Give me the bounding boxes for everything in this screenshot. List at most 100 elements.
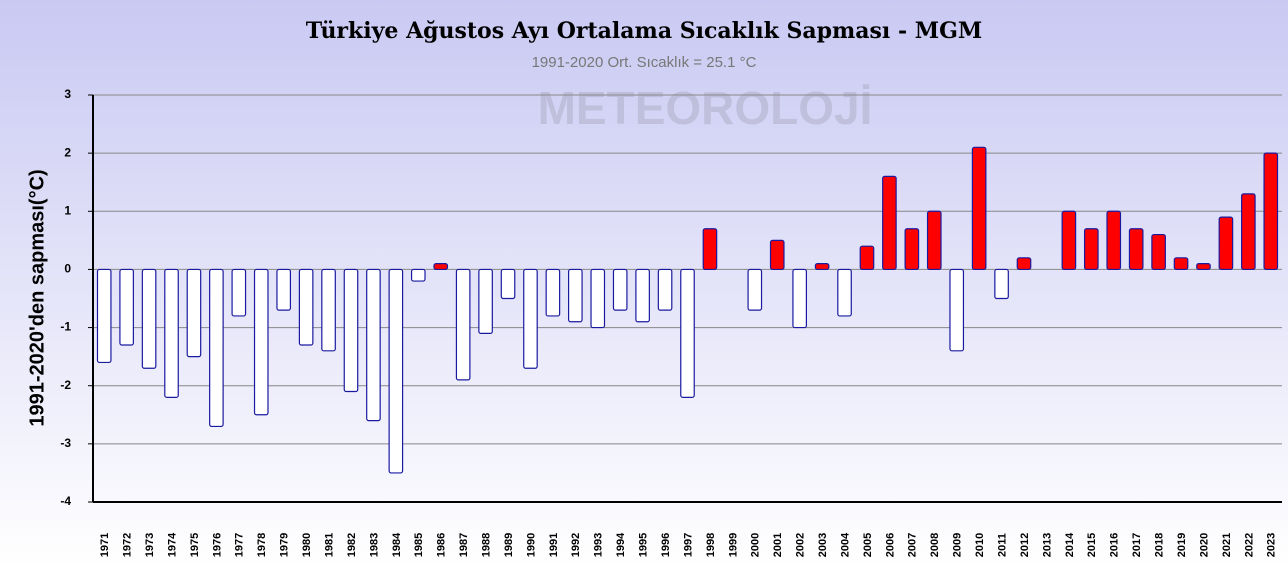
y-tick-label: -3 <box>60 436 71 450</box>
x-tick-label: 2014 <box>1064 532 1076 557</box>
x-tick-label: 1986 <box>436 533 448 557</box>
chart-title: Türkiye Ağustos Ayı Ortalama Sıcaklık Sa… <box>306 18 982 44</box>
bar <box>97 269 110 362</box>
bar <box>793 269 806 327</box>
x-tick-label: 1979 <box>279 533 291 557</box>
x-tick-label: 1972 <box>122 533 134 557</box>
bar <box>569 269 582 321</box>
bar <box>928 211 941 269</box>
bar <box>658 269 671 310</box>
bar <box>255 269 268 414</box>
bar <box>972 147 985 269</box>
bar <box>883 176 896 269</box>
bar <box>546 269 559 316</box>
x-tick-label: 2000 <box>750 533 762 557</box>
bar <box>389 269 402 473</box>
bar <box>1085 229 1098 270</box>
bar <box>1264 153 1277 269</box>
x-tick-label: 1999 <box>727 533 739 557</box>
x-tick-label: 2019 <box>1176 533 1188 557</box>
x-tick-label: 2023 <box>1266 533 1278 557</box>
bar <box>995 269 1008 298</box>
x-tick-label: 1984 <box>391 532 403 557</box>
bar <box>501 269 514 298</box>
bar <box>120 269 133 345</box>
x-tick-label: 1974 <box>166 532 178 557</box>
x-tick-label: 2012 <box>1019 533 1031 557</box>
x-tick-label: 2011 <box>996 533 1008 557</box>
bar <box>277 269 290 310</box>
bar <box>412 269 425 281</box>
y-tick-label: 2 <box>64 145 71 159</box>
bar <box>1129 229 1142 270</box>
bar <box>344 269 357 391</box>
y-tick-label: 1 <box>64 203 71 217</box>
bar <box>905 229 918 270</box>
bar <box>322 269 335 350</box>
x-tick-label: 2009 <box>952 533 964 557</box>
x-tick-label: 1976 <box>211 533 223 557</box>
x-tick-label: 1985 <box>413 533 425 557</box>
bar <box>591 269 604 327</box>
bar <box>165 269 178 397</box>
x-tick-label: 1982 <box>346 533 358 557</box>
x-tick-label: 2005 <box>862 533 874 557</box>
y-axis-label: 1991-2020'den sapması(°C) <box>26 169 48 426</box>
x-tick-label: 2015 <box>1086 533 1098 557</box>
bar <box>434 264 447 270</box>
x-tick-label: 2007 <box>907 533 919 557</box>
x-tick-label: 2021 <box>1221 533 1233 557</box>
bar <box>950 269 963 350</box>
x-tick-label: 2002 <box>795 533 807 557</box>
x-tick-label: 2004 <box>839 532 851 557</box>
x-tick-label: 1971 <box>99 533 111 557</box>
bar <box>838 269 851 316</box>
bar <box>479 269 492 333</box>
bar <box>1107 211 1120 269</box>
x-tick-label: 1994 <box>615 532 627 557</box>
x-tick-label: 2001 <box>772 533 784 557</box>
y-tick-label: -4 <box>60 494 71 508</box>
x-tick-label: 2018 <box>1154 533 1166 557</box>
x-tick-label: 1978 <box>256 533 268 557</box>
bar <box>1062 211 1075 269</box>
x-tick-label: 1981 <box>323 533 335 557</box>
x-tick-label: 1989 <box>503 533 515 557</box>
chart-subtitle: 1991-2020 Ort. Sıcaklık = 25.1 °C <box>532 54 757 71</box>
chart: METEOROLOJİ Türkiye Ağustos Ayı Ortalama… <box>0 0 1288 567</box>
bar <box>1174 258 1187 270</box>
bar <box>815 264 828 270</box>
bar <box>142 269 155 368</box>
bar <box>1152 235 1165 270</box>
bar <box>1219 217 1232 269</box>
bar <box>636 269 649 321</box>
x-tick-label: 2013 <box>1041 533 1053 557</box>
bar <box>210 269 223 426</box>
x-tick-label: 2006 <box>884 533 896 557</box>
x-tick-label: 1995 <box>638 533 650 557</box>
bar <box>367 269 380 420</box>
bar <box>1017 258 1030 270</box>
x-tick-label: 1983 <box>368 533 380 557</box>
bar <box>681 269 694 397</box>
bar <box>299 269 312 345</box>
x-tick-label: 2016 <box>1109 533 1121 557</box>
bar <box>187 269 200 356</box>
x-tick-label: 2017 <box>1131 533 1143 557</box>
bar <box>748 269 761 310</box>
x-tick-label: 2020 <box>1198 533 1210 557</box>
bar <box>703 229 716 270</box>
x-tick-label: 1998 <box>705 533 717 557</box>
y-tick-label: 0 <box>64 262 71 276</box>
x-tick-label: 1996 <box>660 533 672 557</box>
watermark: METEOROLOJİ <box>538 82 873 134</box>
bar <box>1197 264 1210 270</box>
y-tick-label: -2 <box>60 378 71 392</box>
x-tick-label: 1973 <box>144 533 156 557</box>
x-tick-label: 2008 <box>929 533 941 557</box>
bar <box>771 240 784 269</box>
bar <box>1242 194 1255 270</box>
bar <box>613 269 626 310</box>
bar <box>860 246 873 269</box>
x-tick-label: 1993 <box>593 533 605 557</box>
